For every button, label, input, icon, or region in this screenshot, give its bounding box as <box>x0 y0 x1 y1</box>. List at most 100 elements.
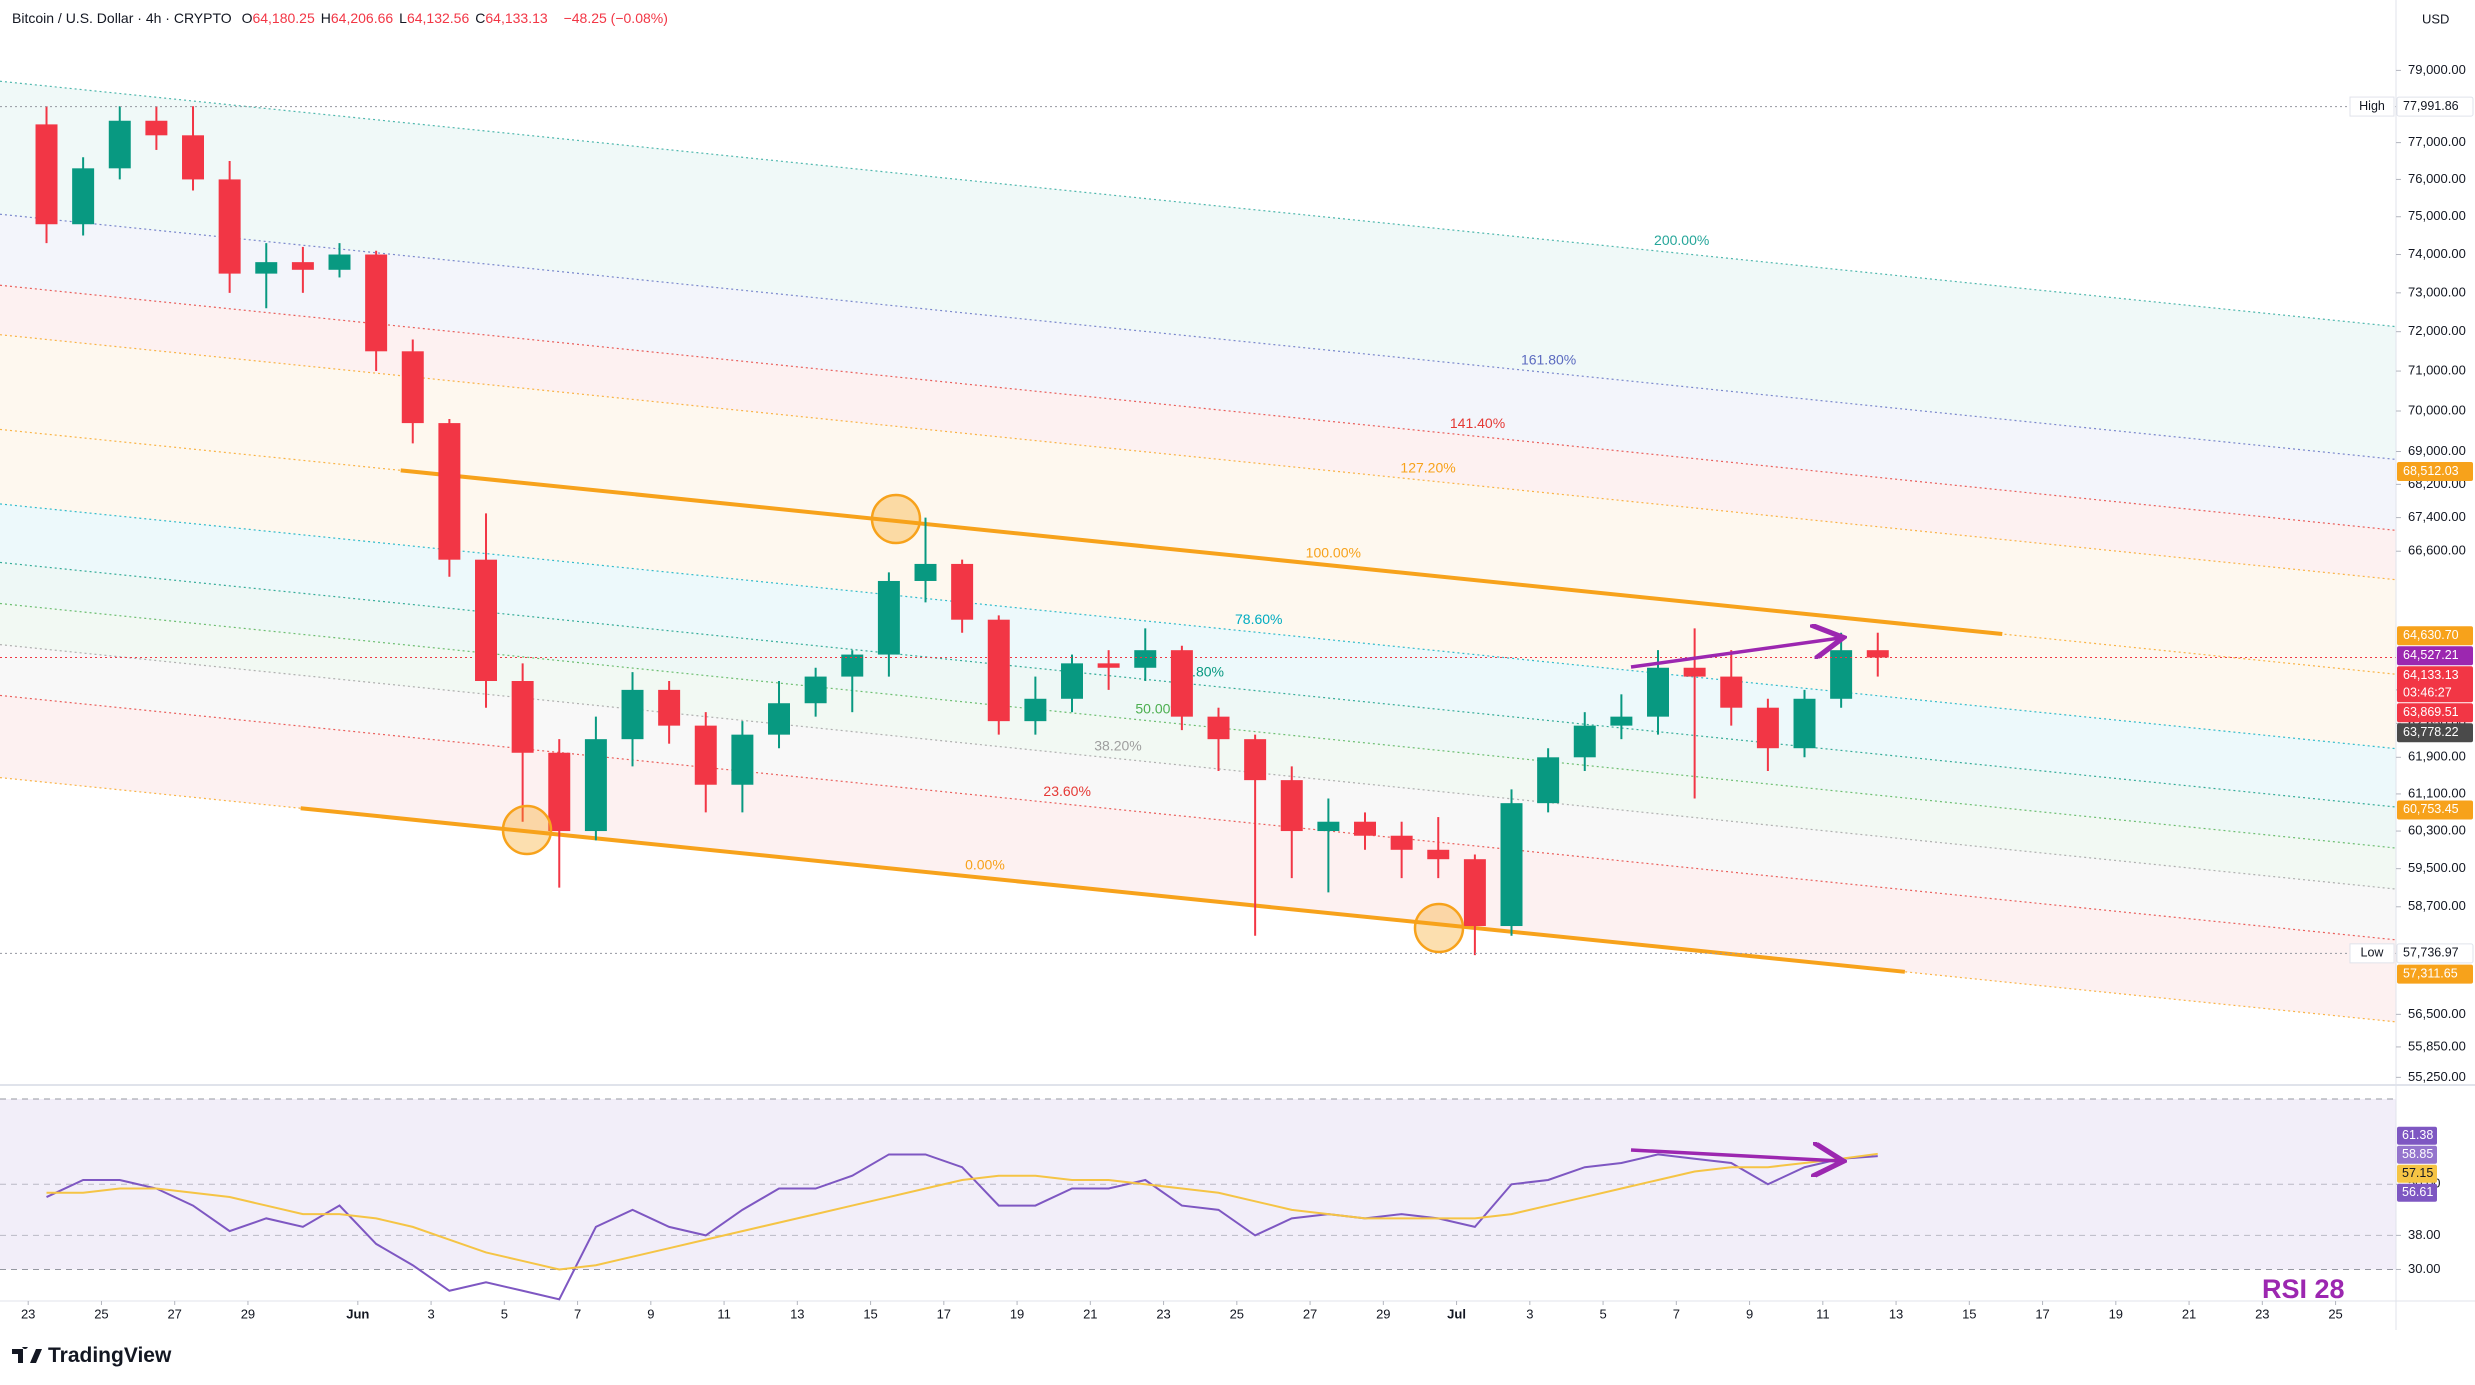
candle-body <box>987 619 1010 722</box>
rsi-value-label: 58.85 <box>2402 1147 2433 1161</box>
price-tag <box>2397 800 2473 820</box>
brand-logo: TradingView <box>12 1344 171 1368</box>
candle-body <box>1354 821 1376 836</box>
y-tick-label: 72,000.00 <box>2408 323 2466 338</box>
y-tick-label: 59,500.00 <box>2408 860 2466 875</box>
x-tick-label: 23 <box>1156 1306 1170 1321</box>
candle-body <box>768 703 790 735</box>
fib-level-label: 200.00% <box>1654 232 1709 248</box>
candle-body <box>1024 698 1047 722</box>
candle-body <box>475 559 497 682</box>
price-caption-box <box>2349 943 2395 964</box>
x-tick-label: 17 <box>937 1306 951 1321</box>
candle-body <box>1170 650 1193 717</box>
rsi-value-tag <box>2397 1145 2437 1164</box>
ohlc-key: H <box>320 10 331 26</box>
x-tick-label: 29 <box>241 1306 255 1321</box>
y-tick-label: 60,300.00 <box>2408 822 2466 837</box>
candle-body <box>658 689 681 726</box>
candle-body <box>694 725 717 785</box>
x-tick-label: 25 <box>1230 1306 1244 1321</box>
axes: 79,000.00 77,000.00 76,000.00 75,000.00 74,0… <box>0 0 2475 1330</box>
x-tick-label: 25 <box>2328 1306 2342 1321</box>
price-pane: 0.00%23.60%38.20%50.00%61.80%78.60%100.0… <box>0 80 2396 1023</box>
fib-level-label: 0.00% <box>965 857 1005 873</box>
y-tick-label: 69,000.00 <box>2408 443 2466 458</box>
candle-body <box>511 681 534 753</box>
price-caption-box <box>2349 96 2395 117</box>
x-tick-label: 27 <box>167 1306 181 1321</box>
y-tick-label: 66,600.00 <box>2408 543 2466 558</box>
rsi-line <box>46 1152 1878 1271</box>
price-caption: High <box>2359 99 2385 113</box>
candle-body <box>1756 707 1779 749</box>
price-caption: Low <box>2361 946 2385 960</box>
fib-band <box>0 81 2396 460</box>
x-tick-label: 13 <box>1889 1306 1903 1321</box>
candle-body <box>1830 650 1853 699</box>
fib-level-label: 127.20% <box>1400 459 1455 475</box>
candle-body <box>1280 780 1303 832</box>
ohlc-text: 64,133.13 <box>485 10 548 26</box>
y-tick-label: 38.00 <box>2408 1227 2441 1242</box>
candle-body <box>1097 663 1120 668</box>
ohlc-key: O <box>241 10 253 26</box>
candle-body <box>914 563 937 581</box>
highlight-circle <box>501 804 553 856</box>
candle-body <box>145 120 168 136</box>
price-tag <box>2397 646 2473 666</box>
x-tick-label: 5 <box>1599 1306 1606 1321</box>
candle-body <box>108 120 131 169</box>
x-tick-label: 19 <box>2109 1306 2123 1321</box>
x-tick-label: 7 <box>574 1306 581 1321</box>
y-tick-label: 67,400.00 <box>2408 509 2466 524</box>
price-tag-label: 64,133.13 <box>2403 668 2459 682</box>
price-tag <box>2397 723 2473 743</box>
y-tick-label: 74,000.00 <box>2408 246 2466 261</box>
x-tick-label: 29 <box>1376 1306 1390 1321</box>
fib-level-line <box>0 602 2396 849</box>
candle-body <box>401 351 424 424</box>
fib-level-line <box>0 284 2396 531</box>
fib-level-label: 161.80% <box>1521 351 1576 367</box>
divergence-arrow <box>1630 638 1840 669</box>
candle-body <box>72 168 95 225</box>
fib-level-label: 100.00% <box>1306 544 1361 560</box>
price-tag <box>2397 964 2473 984</box>
price-tag-label: 77,991.86 <box>2403 99 2459 113</box>
x-tick-label: 3 <box>427 1306 434 1321</box>
candle-body <box>1866 650 1889 658</box>
x-tick-label: 23 <box>2255 1306 2269 1321</box>
price-tag-label: 57,311.65 <box>2403 966 2458 980</box>
x-tick-label: 17 <box>2035 1306 2049 1321</box>
candle-body <box>1610 716 1633 726</box>
y-tick-label: 55,850.00 <box>2408 1038 2466 1053</box>
y-tick-label: 61,100.00 <box>2408 785 2466 800</box>
fib-level-line <box>0 213 2396 461</box>
y-tick-label: 56,500.00 <box>2408 1006 2466 1021</box>
y-tick-label: 77,000.00 <box>2408 134 2466 149</box>
fib-level-line <box>0 80 2396 328</box>
x-tick-label: 23 <box>21 1306 35 1321</box>
candle-body <box>1390 835 1413 850</box>
candle-body <box>1134 650 1157 668</box>
fib-level-line <box>0 334 2396 581</box>
x-tick-label: 27 <box>1303 1306 1317 1321</box>
fib-band <box>0 285 2396 580</box>
x-tick-label: 21 <box>1083 1306 1097 1321</box>
candle-body <box>218 179 241 274</box>
candle-body <box>255 262 278 274</box>
rsi-pane <box>0 1098 2396 1301</box>
ohlc-key: C <box>475 10 486 26</box>
candle-body <box>731 734 754 785</box>
candle-body <box>35 124 58 225</box>
price-tag-label: 64,630.70 <box>2403 628 2459 642</box>
y-tick-label: 75,000.00 <box>2408 208 2466 223</box>
fib-level-label: 141.40% <box>1450 415 1505 431</box>
candle-body <box>1207 716 1230 740</box>
brand-name: TradingView <box>48 1344 172 1367</box>
y-tick-label: 70,000.00 <box>2408 402 2466 417</box>
candle-body <box>328 254 351 270</box>
